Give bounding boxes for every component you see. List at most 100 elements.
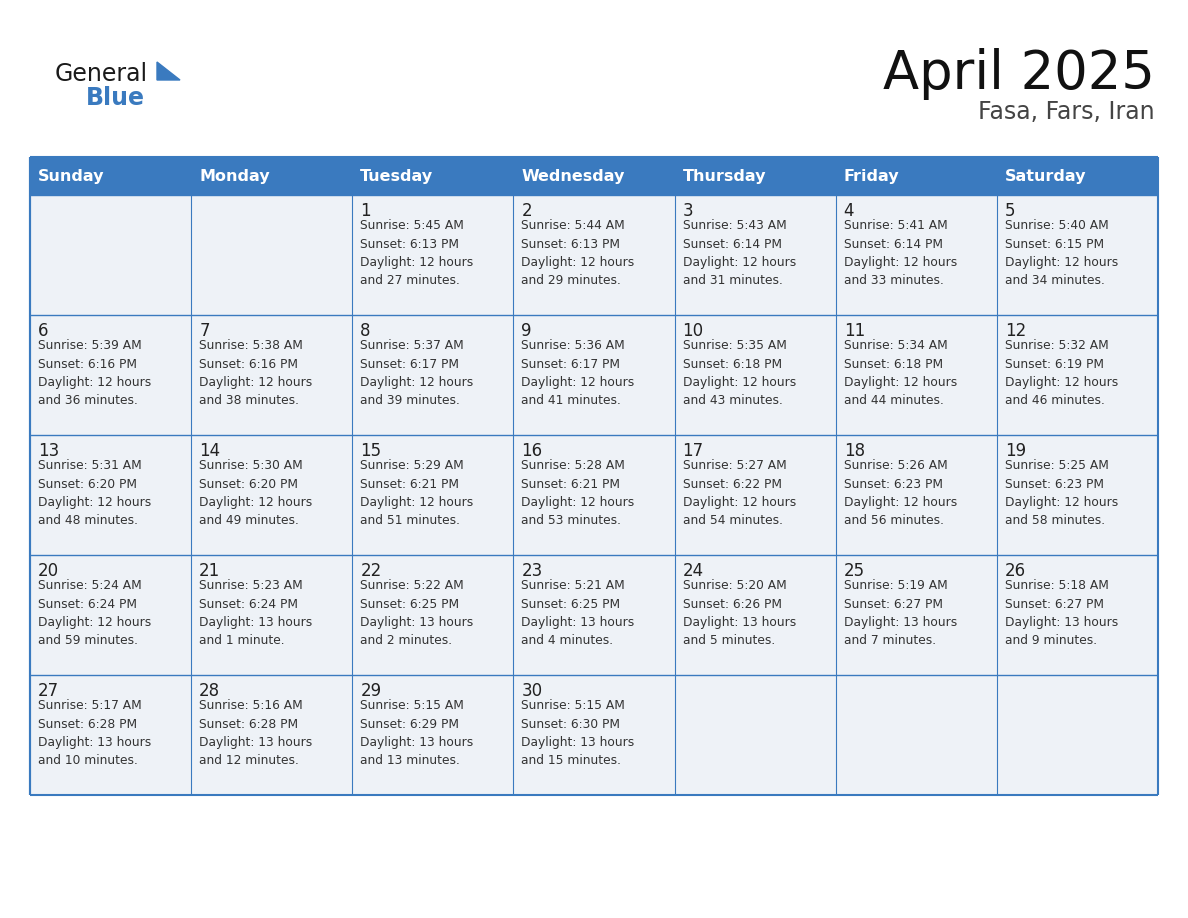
Text: Monday: Monday: [200, 169, 270, 184]
Text: 17: 17: [683, 442, 703, 460]
Bar: [30, 315, 191, 435]
Bar: [191, 435, 353, 555]
Text: 23: 23: [522, 562, 543, 580]
Text: Sunrise: 5:40 AM
Sunset: 6:15 PM
Daylight: 12 hours
and 34 minutes.: Sunrise: 5:40 AM Sunset: 6:15 PM Dayligh…: [1005, 219, 1118, 287]
Text: Sunrise: 5:28 AM
Sunset: 6:21 PM
Daylight: 12 hours
and 53 minutes.: Sunrise: 5:28 AM Sunset: 6:21 PM Dayligh…: [522, 459, 634, 528]
Text: 14: 14: [200, 442, 220, 460]
Text: Sunrise: 5:20 AM
Sunset: 6:26 PM
Daylight: 13 hours
and 5 minutes.: Sunrise: 5:20 AM Sunset: 6:26 PM Dayligh…: [683, 579, 796, 647]
Text: 13: 13: [38, 442, 59, 460]
Text: Sunrise: 5:39 AM
Sunset: 6:16 PM
Daylight: 12 hours
and 36 minutes.: Sunrise: 5:39 AM Sunset: 6:16 PM Dayligh…: [38, 339, 151, 408]
Bar: [30, 157, 191, 195]
Text: 30: 30: [522, 682, 543, 700]
Text: 7: 7: [200, 322, 209, 340]
Text: 24: 24: [683, 562, 703, 580]
Text: Sunrise: 5:34 AM
Sunset: 6:18 PM
Daylight: 12 hours
and 44 minutes.: Sunrise: 5:34 AM Sunset: 6:18 PM Dayligh…: [843, 339, 958, 408]
Text: Sunrise: 5:24 AM
Sunset: 6:24 PM
Daylight: 12 hours
and 59 minutes.: Sunrise: 5:24 AM Sunset: 6:24 PM Dayligh…: [38, 579, 151, 647]
Text: 10: 10: [683, 322, 703, 340]
Text: Sunrise: 5:25 AM
Sunset: 6:23 PM
Daylight: 12 hours
and 58 minutes.: Sunrise: 5:25 AM Sunset: 6:23 PM Dayligh…: [1005, 459, 1118, 528]
Bar: [835, 195, 997, 315]
Bar: [353, 675, 513, 795]
Text: 27: 27: [38, 682, 59, 700]
Text: Wednesday: Wednesday: [522, 169, 625, 184]
Bar: [675, 675, 835, 795]
Bar: [835, 555, 997, 675]
Bar: [513, 675, 675, 795]
Text: Sunrise: 5:38 AM
Sunset: 6:16 PM
Daylight: 12 hours
and 38 minutes.: Sunrise: 5:38 AM Sunset: 6:16 PM Dayligh…: [200, 339, 312, 408]
Text: Sunrise: 5:21 AM
Sunset: 6:25 PM
Daylight: 13 hours
and 4 minutes.: Sunrise: 5:21 AM Sunset: 6:25 PM Dayligh…: [522, 579, 634, 647]
Text: 16: 16: [522, 442, 543, 460]
Bar: [30, 195, 191, 315]
Bar: [191, 555, 353, 675]
Text: Tuesday: Tuesday: [360, 169, 434, 184]
Text: 29: 29: [360, 682, 381, 700]
Bar: [191, 675, 353, 795]
Text: Sunrise: 5:19 AM
Sunset: 6:27 PM
Daylight: 13 hours
and 7 minutes.: Sunrise: 5:19 AM Sunset: 6:27 PM Dayligh…: [843, 579, 958, 647]
Text: 21: 21: [200, 562, 221, 580]
Bar: [191, 195, 353, 315]
Bar: [835, 315, 997, 435]
Text: Sunrise: 5:45 AM
Sunset: 6:13 PM
Daylight: 12 hours
and 27 minutes.: Sunrise: 5:45 AM Sunset: 6:13 PM Dayligh…: [360, 219, 474, 287]
Text: Thursday: Thursday: [683, 169, 766, 184]
Bar: [997, 675, 1158, 795]
Text: 8: 8: [360, 322, 371, 340]
Text: Saturday: Saturday: [1005, 169, 1086, 184]
Text: Sunrise: 5:17 AM
Sunset: 6:28 PM
Daylight: 13 hours
and 10 minutes.: Sunrise: 5:17 AM Sunset: 6:28 PM Dayligh…: [38, 699, 151, 767]
Text: 19: 19: [1005, 442, 1026, 460]
Bar: [353, 195, 513, 315]
Text: 15: 15: [360, 442, 381, 460]
Bar: [30, 435, 191, 555]
Text: Fasa, Fars, Iran: Fasa, Fars, Iran: [979, 100, 1155, 124]
Text: Sunrise: 5:23 AM
Sunset: 6:24 PM
Daylight: 13 hours
and 1 minute.: Sunrise: 5:23 AM Sunset: 6:24 PM Dayligh…: [200, 579, 312, 647]
Bar: [835, 157, 997, 195]
Text: Sunrise: 5:44 AM
Sunset: 6:13 PM
Daylight: 12 hours
and 29 minutes.: Sunrise: 5:44 AM Sunset: 6:13 PM Dayligh…: [522, 219, 634, 287]
Bar: [30, 675, 191, 795]
Text: Sunrise: 5:37 AM
Sunset: 6:17 PM
Daylight: 12 hours
and 39 minutes.: Sunrise: 5:37 AM Sunset: 6:17 PM Dayligh…: [360, 339, 474, 408]
Bar: [675, 555, 835, 675]
Text: April 2025: April 2025: [883, 48, 1155, 100]
Text: Sunrise: 5:18 AM
Sunset: 6:27 PM
Daylight: 13 hours
and 9 minutes.: Sunrise: 5:18 AM Sunset: 6:27 PM Dayligh…: [1005, 579, 1118, 647]
Bar: [675, 315, 835, 435]
Text: 5: 5: [1005, 202, 1016, 220]
Bar: [835, 435, 997, 555]
Bar: [513, 195, 675, 315]
Bar: [675, 435, 835, 555]
Bar: [997, 195, 1158, 315]
Text: 11: 11: [843, 322, 865, 340]
Text: Sunrise: 5:32 AM
Sunset: 6:19 PM
Daylight: 12 hours
and 46 minutes.: Sunrise: 5:32 AM Sunset: 6:19 PM Dayligh…: [1005, 339, 1118, 408]
Text: Sunrise: 5:41 AM
Sunset: 6:14 PM
Daylight: 12 hours
and 33 minutes.: Sunrise: 5:41 AM Sunset: 6:14 PM Dayligh…: [843, 219, 958, 287]
Text: Sunrise: 5:26 AM
Sunset: 6:23 PM
Daylight: 12 hours
and 56 minutes.: Sunrise: 5:26 AM Sunset: 6:23 PM Dayligh…: [843, 459, 958, 528]
Text: General: General: [55, 62, 148, 86]
Text: 3: 3: [683, 202, 693, 220]
Text: Sunrise: 5:22 AM
Sunset: 6:25 PM
Daylight: 13 hours
and 2 minutes.: Sunrise: 5:22 AM Sunset: 6:25 PM Dayligh…: [360, 579, 474, 647]
Bar: [513, 315, 675, 435]
Text: Sunrise: 5:27 AM
Sunset: 6:22 PM
Daylight: 12 hours
and 54 minutes.: Sunrise: 5:27 AM Sunset: 6:22 PM Dayligh…: [683, 459, 796, 528]
Bar: [191, 157, 353, 195]
Bar: [353, 157, 513, 195]
Bar: [191, 315, 353, 435]
Bar: [353, 315, 513, 435]
Text: 4: 4: [843, 202, 854, 220]
Text: Sunday: Sunday: [38, 169, 105, 184]
Bar: [997, 157, 1158, 195]
Text: 2: 2: [522, 202, 532, 220]
Text: Blue: Blue: [86, 86, 145, 110]
Text: 9: 9: [522, 322, 532, 340]
Text: Sunrise: 5:30 AM
Sunset: 6:20 PM
Daylight: 12 hours
and 49 minutes.: Sunrise: 5:30 AM Sunset: 6:20 PM Dayligh…: [200, 459, 312, 528]
Text: 6: 6: [38, 322, 49, 340]
Text: 1: 1: [360, 202, 371, 220]
Text: Sunrise: 5:31 AM
Sunset: 6:20 PM
Daylight: 12 hours
and 48 minutes.: Sunrise: 5:31 AM Sunset: 6:20 PM Dayligh…: [38, 459, 151, 528]
Polygon shape: [157, 62, 181, 80]
Bar: [30, 555, 191, 675]
Text: 12: 12: [1005, 322, 1026, 340]
Bar: [835, 675, 997, 795]
Bar: [353, 435, 513, 555]
Text: 28: 28: [200, 682, 220, 700]
Text: Sunrise: 5:15 AM
Sunset: 6:30 PM
Daylight: 13 hours
and 15 minutes.: Sunrise: 5:15 AM Sunset: 6:30 PM Dayligh…: [522, 699, 634, 767]
Text: Sunrise: 5:36 AM
Sunset: 6:17 PM
Daylight: 12 hours
and 41 minutes.: Sunrise: 5:36 AM Sunset: 6:17 PM Dayligh…: [522, 339, 634, 408]
Bar: [997, 555, 1158, 675]
Bar: [675, 157, 835, 195]
Bar: [513, 157, 675, 195]
Text: 26: 26: [1005, 562, 1026, 580]
Text: Sunrise: 5:43 AM
Sunset: 6:14 PM
Daylight: 12 hours
and 31 minutes.: Sunrise: 5:43 AM Sunset: 6:14 PM Dayligh…: [683, 219, 796, 287]
Text: Sunrise: 5:35 AM
Sunset: 6:18 PM
Daylight: 12 hours
and 43 minutes.: Sunrise: 5:35 AM Sunset: 6:18 PM Dayligh…: [683, 339, 796, 408]
